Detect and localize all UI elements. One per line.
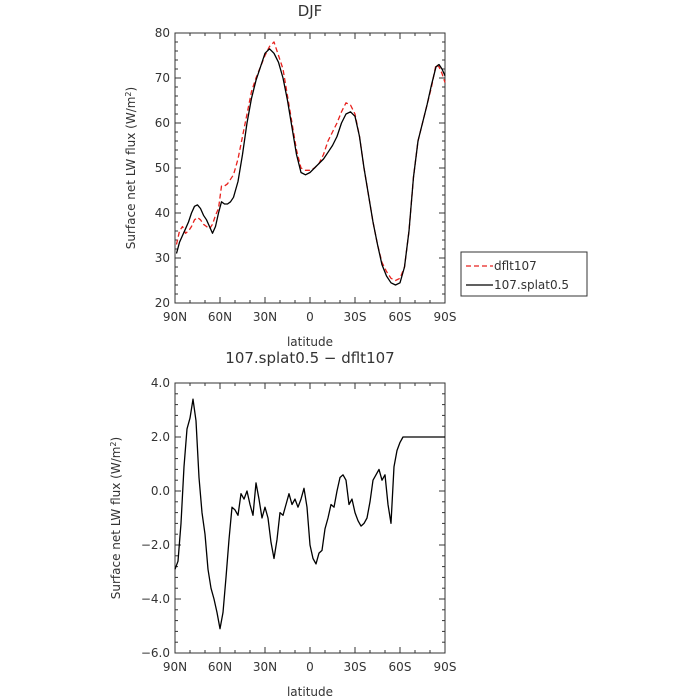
panel1-xtick-label: 60S [389,310,412,324]
djf-panel: DJF 90N 60N 30N 0 30S 60S 90S 20 30 40 50 60 70 80 l… [124,2,588,349]
panel2-xtick-label: 60S [389,660,412,674]
panel1-series [175,41,446,286]
panel2-xtick-label: 30N [253,660,277,674]
panel2-ytick-label: 4.0 [151,376,170,390]
panel1-y-ticks: 20 30 40 50 60 70 80 [155,26,445,310]
panel2-ytick-label: 2.0 [151,430,170,444]
panel2-xtick-label: 90N [163,660,187,674]
panel1-xtick-label: 60N [208,310,232,324]
panel1-series-line-dflt107 [175,41,446,282]
panel1-ytick-label: 40 [155,206,170,220]
panel1-x-ticks: 90N 60N 30N 0 30S 60S 90S [163,33,457,324]
panel1-ylabel-main: Surface net LW flux (W/m [124,97,138,250]
panel2-ylabel-tail: ) [109,437,123,442]
panel1-series-line-107-splat0-5 [175,48,446,286]
panel2-series-line-difference [174,398,445,630]
panel1-ytick-label: 70 [155,71,170,85]
panel1-xtick-label: 90N [163,310,187,324]
panel2-plot-frame [174,382,446,654]
panel2-xlabel: latitude [287,685,333,699]
panel2-ylabel: Surface net LW flux (W/m2) [109,437,123,599]
panel1-xtick-label: 90S [434,310,457,324]
panel2-xtick-label: 60N [208,660,232,674]
panel1-xtick-label: 30N [253,310,277,324]
difference-panel: 107.splat0.5 − dflt107 90N 60N 30N 0 30S 60S 9… [109,349,456,699]
panel2-x-ticks: 90N 60N 30N 0 30S 60S 90S [163,383,457,674]
panel2-xtick-label: 90S [434,660,457,674]
panel2-title: 107.splat0.5 − dflt107 [225,349,394,367]
panel2-y-ticks: −6.0 −4.0 −2.0 0.0 2.0 4.0 [141,376,445,660]
panel1-ylabel: Surface net LW flux (W/m2) [124,87,138,249]
panel1-xtick-label: 0 [306,310,314,324]
panel1-ytick-label: 30 [155,251,170,265]
panel1-xlabel: latitude [287,335,333,349]
panel1-ytick-label: 80 [155,26,170,40]
panel2-ylabel-sup: 2 [109,441,118,446]
legend-box [460,251,588,297]
panel2-ytick-label: −2.0 [141,538,170,552]
legend-label-dflt107: dflt107 [494,259,537,273]
panel1-ytick-label: 20 [155,296,170,310]
panel2-ytick-label: −6.0 [141,646,170,660]
panel2-ytick-label: 0.0 [151,484,170,498]
panel1-ytick-label: 60 [155,116,170,130]
panel2-xtick-label: 30S [344,660,367,674]
panel2-ytick-label: −4.0 [141,592,170,606]
panel1-xtick-label: 30S [344,310,367,324]
legend: dflt107 107.splat0.5 [460,251,588,297]
panel2-series [174,398,445,630]
panel1-ytick-label: 50 [155,161,170,175]
panel1-ylabel-sup: 2 [124,91,133,96]
panel1-ylabel-tail: ) [124,87,138,92]
panel2-ylabel-main: Surface net LW flux (W/m [109,447,123,600]
legend-label-splat: 107.splat0.5 [494,278,569,292]
panel2-xtick-label: 0 [306,660,314,674]
panel1-title: DJF [298,2,323,20]
